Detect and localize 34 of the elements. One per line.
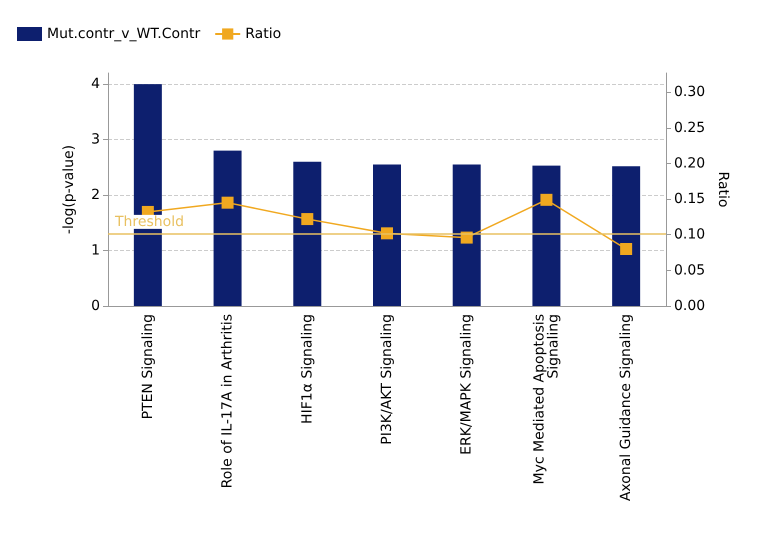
- point: [620, 242, 632, 255]
- y2-tick-label: 0.10: [674, 226, 706, 243]
- point: [222, 196, 234, 209]
- y-tick-label: 1: [91, 242, 100, 259]
- x-tick-label: ERK/MAPK Signaling: [458, 314, 475, 455]
- legend-label: Mut.contr_v_WT.Contr: [47, 26, 200, 42]
- x-tick-label: PTEN Signaling: [140, 314, 156, 420]
- y-axis-title: -log(p-value): [61, 144, 77, 234]
- bar: [532, 166, 560, 306]
- y2-tick-label: 0.15: [674, 191, 706, 208]
- x-tick-label: Role of IL-17A in Arthritis: [220, 314, 236, 488]
- y-tick-label: 2: [91, 187, 100, 204]
- y2-tick-label: 0.20: [674, 155, 706, 172]
- point: [540, 194, 552, 206]
- bar: [373, 164, 401, 306]
- ref-line-label: Threshold: [114, 214, 184, 230]
- x-tick-label: Myc Mediated Apoptosis Signaling: [531, 314, 562, 484]
- bar: [293, 162, 322, 306]
- x-tick-label: HIF1α Signaling: [299, 314, 316, 424]
- y2-tick-label: 0.05: [674, 262, 706, 278]
- legend-label: Ratio: [245, 26, 282, 42]
- y2-tick-label: 0.00: [674, 298, 706, 314]
- x-tick-label: PI3K/AKT Signaling: [379, 314, 395, 445]
- y2-tick-label: 0.25: [674, 120, 706, 136]
- x-tick-label: Axonal Guidance Signaling: [618, 314, 634, 502]
- bar: [612, 166, 640, 306]
- bar: [214, 150, 242, 306]
- bar: [452, 164, 481, 306]
- y-tick-label: 3: [91, 132, 100, 148]
- y2-axis-title: Ratio: [715, 172, 732, 208]
- y2-tick-label: 0.30: [674, 84, 706, 100]
- point: [301, 213, 314, 226]
- y-tick-label: 0: [91, 298, 100, 314]
- y-tick-label: 4: [91, 76, 100, 92]
